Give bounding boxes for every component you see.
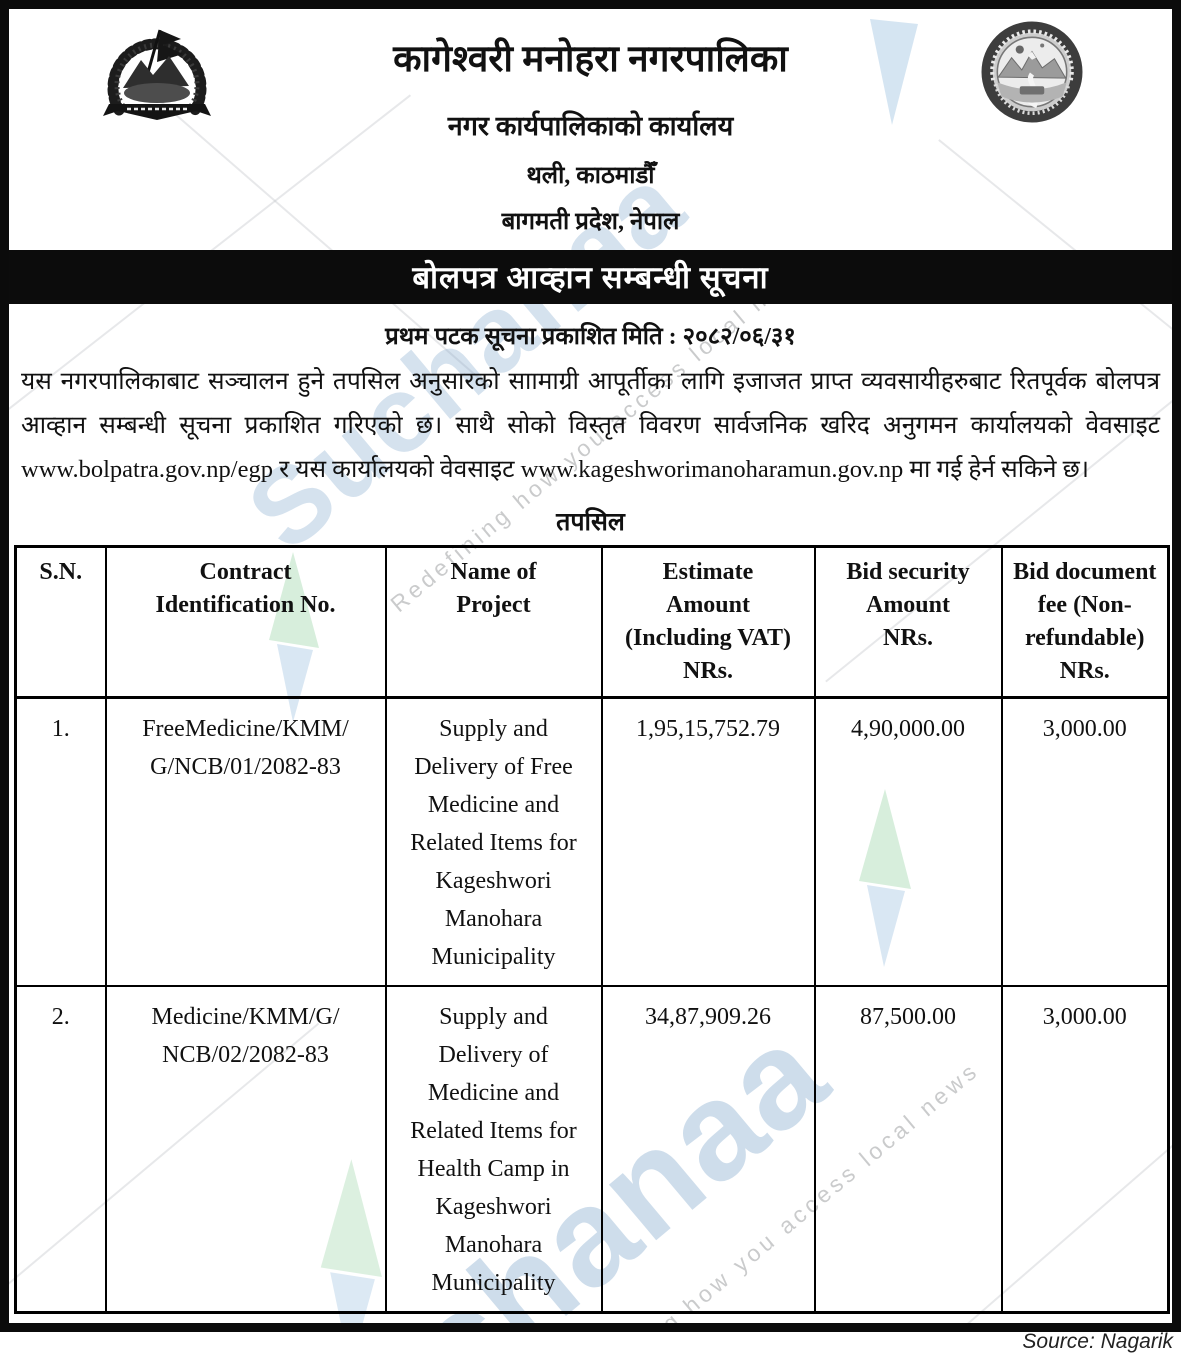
table-caption: तपसिल (556, 509, 625, 536)
header-cell-document-fee: Bid document fee (Non- refundable) NRs. (1000, 545, 1170, 699)
cell-sn: 2. (14, 985, 107, 1314)
header-cell-estimate-amount: Estimate Amount (Including VAT) NRs. (600, 545, 816, 699)
table-row: 2. Medicine/KMM/G/ NCB/02/2082-83 Supply… (14, 985, 1170, 1314)
cell-sn: 1. (14, 696, 107, 987)
cell-bid-security: 4,90,000.00 (813, 696, 1003, 987)
header-cell-bid-security: Bid security Amount NRs. (813, 545, 1003, 699)
cell-bid-security: 87,500.00 (813, 985, 1003, 1314)
cell-estimate-amount: 1,95,15,752.79 (600, 696, 816, 987)
address-line: थली, काठमाडौँ (526, 163, 655, 189)
province-line: बागमती प्रदेश, नेपाल (501, 209, 680, 235)
publish-date-line: प्रथम पटक सूचना प्रकाशित मिति : २०८२/०६/… (385, 324, 796, 350)
header-cell-contract-id: Contract Identification No. (104, 545, 387, 699)
office-name: नगर कार्यपालिकाको कार्यालय (447, 111, 734, 141)
header-cell-sn: S.N. (14, 545, 107, 699)
cell-document-fee: 3,000.00 (1000, 985, 1170, 1314)
banner-title: बोलपत्र आव्हान सम्बन्धी सूचना (412, 260, 769, 295)
letterhead: कागेश्वरी मनोहरा नगरपालिका नगर कार्यपालि… (9, 9, 1172, 237)
cell-project-name: Supply and Delivery of Medicine and Rela… (384, 985, 603, 1314)
municipality-seal-icon (981, 21, 1083, 123)
header-cell-project-name: Name of Project (384, 545, 603, 699)
table-header-row: S.N. Contract Identification No. Name of… (14, 545, 1170, 699)
source-credit: Source: Nagarik (1022, 1330, 1173, 1353)
cell-estimate-amount: 34,87,909.26 (600, 985, 816, 1314)
notice-body: यस नगरपालिकाबाट सञ्चालन हुने तपसिल अनुसा… (21, 368, 1160, 483)
nepal-government-emblem-icon (103, 29, 211, 120)
notice-banner: बोलपत्र आव्हान सम्बन्धी सूचना (9, 250, 1172, 304)
cell-contract-id: Medicine/KMM/G/ NCB/02/2082-83 (104, 985, 387, 1314)
cell-project-name: Supply and Delivery of Free Medicine and… (384, 696, 603, 987)
cell-document-fee: 3,000.00 (1000, 696, 1170, 987)
municipality-name: कागेश्वरी मनोहरा नगरपालिका (393, 39, 788, 80)
table-row: 1. FreeMedicine/KMM/ G/NCB/01/2082-83 Su… (14, 696, 1170, 987)
tender-table: S.N. Contract Identification No. Name of… (14, 545, 1170, 1314)
cell-contract-id: FreeMedicine/KMM/ G/NCB/01/2082-83 (104, 696, 387, 987)
